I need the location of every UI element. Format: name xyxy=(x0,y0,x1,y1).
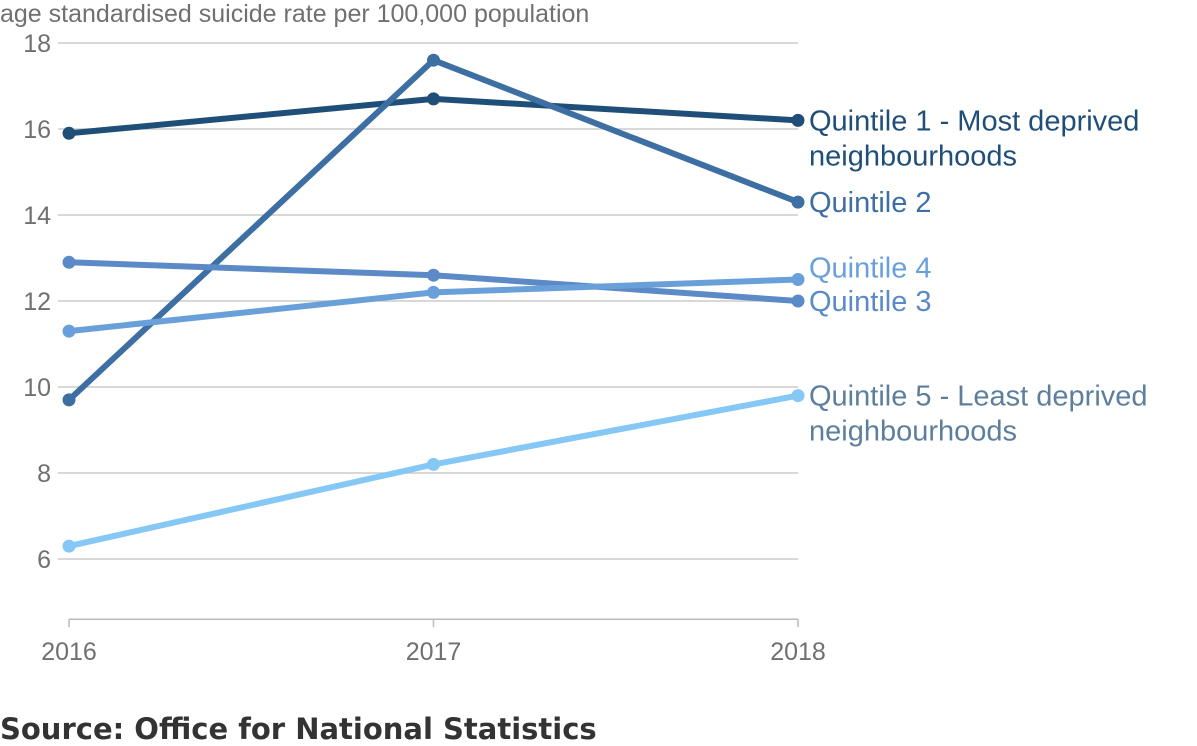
data-point xyxy=(791,294,805,308)
y-axis-label: age standardised suicide rate per 100,00… xyxy=(0,0,589,28)
series-label-line: Quintile 2 xyxy=(809,187,932,219)
x-tick-label: 2016 xyxy=(41,638,97,666)
series-label-1: Quintile 1 - Most deprived neighbourhoods xyxy=(809,105,1139,172)
y-tick-label: 8 xyxy=(37,460,51,488)
data-point xyxy=(791,113,805,127)
series-labels: Quintile 1 - Most deprived neighbourhoods… xyxy=(809,105,1148,447)
y-tick-label: 16 xyxy=(23,116,51,144)
series-label-line: neighbourhoods xyxy=(809,416,1017,448)
data-point xyxy=(427,53,440,67)
series-label-line: neighbourhoods xyxy=(809,140,1017,172)
data-point xyxy=(427,285,440,299)
data-point xyxy=(427,92,440,106)
data-point xyxy=(791,195,805,209)
data-point xyxy=(62,393,76,407)
y-tick-label: 14 xyxy=(23,202,51,230)
series-label-line: Quintile 5 - Least deprived xyxy=(809,381,1148,413)
x-tick-label: 2017 xyxy=(406,638,462,666)
series-label-line: Quintile 3 xyxy=(809,286,932,318)
data-point xyxy=(427,457,440,471)
x-axis: 2016 2017 2018 xyxy=(41,618,826,666)
series-label-line: Quintile 4 xyxy=(809,253,932,285)
y-tick-label: 12 xyxy=(23,288,51,316)
line-chart: age standardised suicide rate per 100,00… xyxy=(0,0,1148,666)
data-point xyxy=(62,324,76,338)
data-point xyxy=(62,539,76,553)
y-tick-label: 18 xyxy=(23,30,51,58)
data-point xyxy=(62,126,76,140)
data-point xyxy=(791,389,805,403)
source-note: Source: Office for National Statistics xyxy=(0,712,597,746)
series-label-3: Quintile 3 xyxy=(809,286,932,318)
y-tick-label: 10 xyxy=(23,374,51,402)
x-tick-label: 2018 xyxy=(770,638,826,666)
gridlines xyxy=(58,42,798,560)
series-label-line: Quintile 1 - Most deprived xyxy=(809,105,1139,137)
series-label-4: Quintile 4 xyxy=(809,253,932,285)
data-point xyxy=(62,255,76,269)
data-point xyxy=(427,268,440,282)
series-label-5: Quintile 5 - Least deprived neighbourhood… xyxy=(809,381,1148,448)
y-tick-label: 6 xyxy=(37,546,51,574)
series-group xyxy=(62,53,805,553)
y-axis-ticks: 6 8 10 12 14 16 18 xyxy=(23,30,51,574)
data-point xyxy=(791,273,805,286)
series-label-2: Quintile 2 xyxy=(809,187,932,219)
